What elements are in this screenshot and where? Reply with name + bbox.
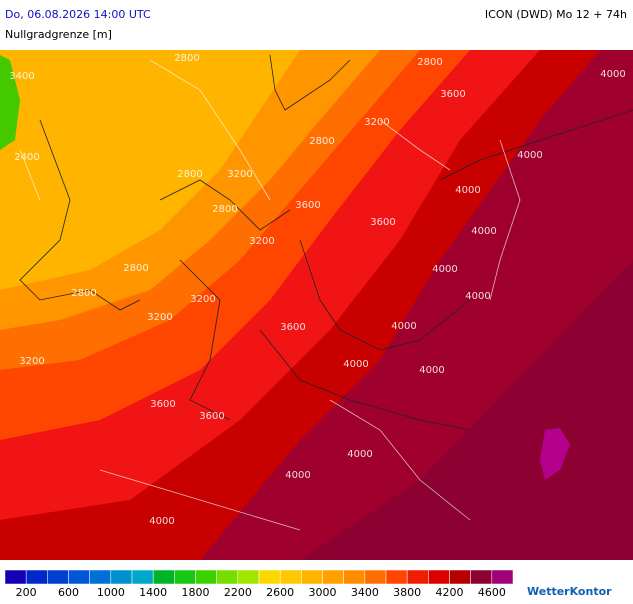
legend-swatch	[406, 569, 429, 585]
brand: WetterKontor	[527, 585, 612, 598]
legend-swatch	[216, 569, 239, 585]
contour-label: 3600	[370, 217, 395, 228]
contour	[19, 59, 521, 531]
legend-swatch	[491, 569, 514, 585]
legend-tick-label: 4200	[436, 586, 464, 599]
legend-swatch	[364, 569, 387, 585]
legend-swatch	[279, 569, 302, 585]
legend-swatch	[68, 569, 90, 585]
legend-swatch	[47, 569, 69, 585]
contour-label: 3600	[280, 322, 305, 333]
contour-label: 4000	[517, 150, 542, 161]
contour-label: 3200	[19, 356, 44, 367]
legend-tick-label: 1000	[97, 586, 125, 599]
legend-swatch	[152, 569, 175, 585]
legend-tick-label: 1800	[182, 586, 210, 599]
contour-label: 4000	[343, 359, 368, 370]
contour-label: 4000	[455, 185, 480, 196]
map	[0, 50, 633, 560]
legend-swatch	[449, 569, 471, 585]
legend-swatch	[428, 569, 450, 585]
contour-label: 3600	[295, 200, 320, 211]
contour-label: 4000	[347, 449, 372, 460]
model: ICON (DWD) Mo 12 + 74h	[485, 8, 627, 21]
zone	[0, 55, 20, 150]
legend-swatch	[470, 569, 493, 585]
legend-tick-label: 3000	[309, 586, 337, 599]
contour-label: 3200	[364, 117, 389, 128]
contour-label: 3400	[9, 71, 34, 82]
contour-label: 2800	[71, 288, 96, 299]
contour-label: 4000	[285, 470, 310, 481]
contour-label: 2800	[174, 53, 199, 64]
legend-swatch	[195, 569, 217, 585]
contour-label: 3600	[440, 89, 465, 100]
legend-tick-label: 3400	[351, 586, 379, 599]
zone	[0, 50, 300, 290]
legend-swatch	[110, 569, 133, 585]
contour-label: 4000	[600, 69, 625, 80]
contour-label: 4000	[465, 291, 490, 302]
legend-tick-label: 2600	[266, 586, 294, 599]
contour-label: 2800	[309, 136, 334, 147]
legend-swatch	[385, 569, 408, 585]
contour-label: 2800	[417, 57, 442, 68]
contour-label: 2800	[177, 169, 202, 180]
contour-label: 3600	[150, 399, 175, 410]
contour-label: 4000	[419, 365, 444, 376]
legend-swatch	[25, 569, 48, 585]
legend-swatch	[301, 569, 323, 585]
legend-tick-label: 3800	[393, 586, 421, 599]
contour-label: 2400	[14, 152, 39, 163]
zone	[540, 428, 570, 480]
legend-tick-label: 600	[58, 586, 79, 599]
legend-tick-label: 2200	[224, 586, 252, 599]
legend-swatch	[4, 569, 27, 585]
border	[19, 54, 633, 431]
legend-swatch	[322, 569, 344, 585]
contour-label: 3200	[227, 169, 252, 180]
legend-swatch	[343, 569, 366, 585]
legend-swatch	[174, 569, 196, 585]
contour-label: 3600	[199, 411, 224, 422]
contour-label: 4000	[149, 516, 174, 527]
contour-label: 3200	[147, 312, 172, 323]
contour-label: 3200	[249, 236, 274, 247]
parameter: Nullgradgrenze [m]	[5, 28, 112, 41]
contour-label: 2800	[123, 263, 148, 274]
contour-label: 4000	[471, 226, 496, 237]
contour-label: 4000	[432, 264, 457, 275]
datetime: Do, 06.08.2026 14:00 UTC	[5, 8, 151, 21]
contour-label: 2800	[212, 204, 237, 215]
legend-tick-label: 200	[16, 586, 37, 599]
legend: 200 600 1000 1400 1800 2200 2600 3000 3400 3800 42…	[4, 569, 514, 599]
legend-swatch	[131, 569, 154, 585]
legend-tick-label: 1400	[139, 586, 167, 599]
legend-tick-label: 4600	[478, 586, 506, 599]
contour-label: 3200	[190, 294, 215, 305]
legend-swatch	[89, 569, 112, 585]
legend-swatch	[258, 569, 281, 585]
contour-label: 4000	[391, 321, 416, 332]
contour-labels: 2800 3400 2800 4000 3600 3200 2800 4000 2400 2800…	[9, 53, 625, 527]
legend-swatch	[237, 569, 260, 585]
